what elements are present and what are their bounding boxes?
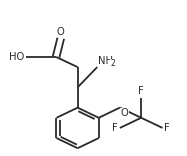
Text: NH: NH [98,56,113,66]
Text: F: F [112,123,118,133]
Text: HO: HO [9,52,24,62]
Text: 2: 2 [110,59,115,68]
Text: F: F [138,86,144,96]
Text: F: F [164,123,170,133]
Text: O: O [121,108,128,118]
Text: O: O [57,27,65,37]
